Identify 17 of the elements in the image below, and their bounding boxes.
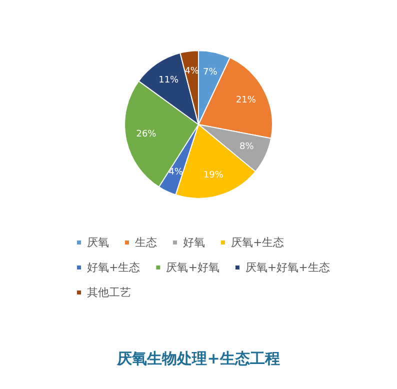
- legend-label: 其他工艺: [87, 286, 131, 299]
- legend-label: 厌氧+好氧+生态: [245, 261, 330, 274]
- legend-label: 好氧: [183, 236, 205, 249]
- legend-label: 厌氧+好氧: [166, 261, 220, 274]
- legend-label: 厌氧+生态: [231, 236, 284, 249]
- legend-label: 好氧+生态: [87, 261, 140, 274]
- data-label: 11%: [158, 75, 180, 86]
- data-label: 8%: [240, 142, 254, 152]
- text: 厌氧生物处理+生态工程: [116, 350, 280, 368]
- data-label: 19%: [203, 170, 224, 181]
- data-label: 21%: [236, 95, 256, 106]
- legend-label: 生态: [135, 236, 157, 249]
- data-label: 7%: [202, 68, 218, 78]
- legend-label: 厌氧: [87, 236, 109, 249]
- data-label: 4%: [184, 66, 200, 77]
- data-label: 26%: [136, 129, 157, 140]
- data-label: 4%: [168, 168, 184, 178]
